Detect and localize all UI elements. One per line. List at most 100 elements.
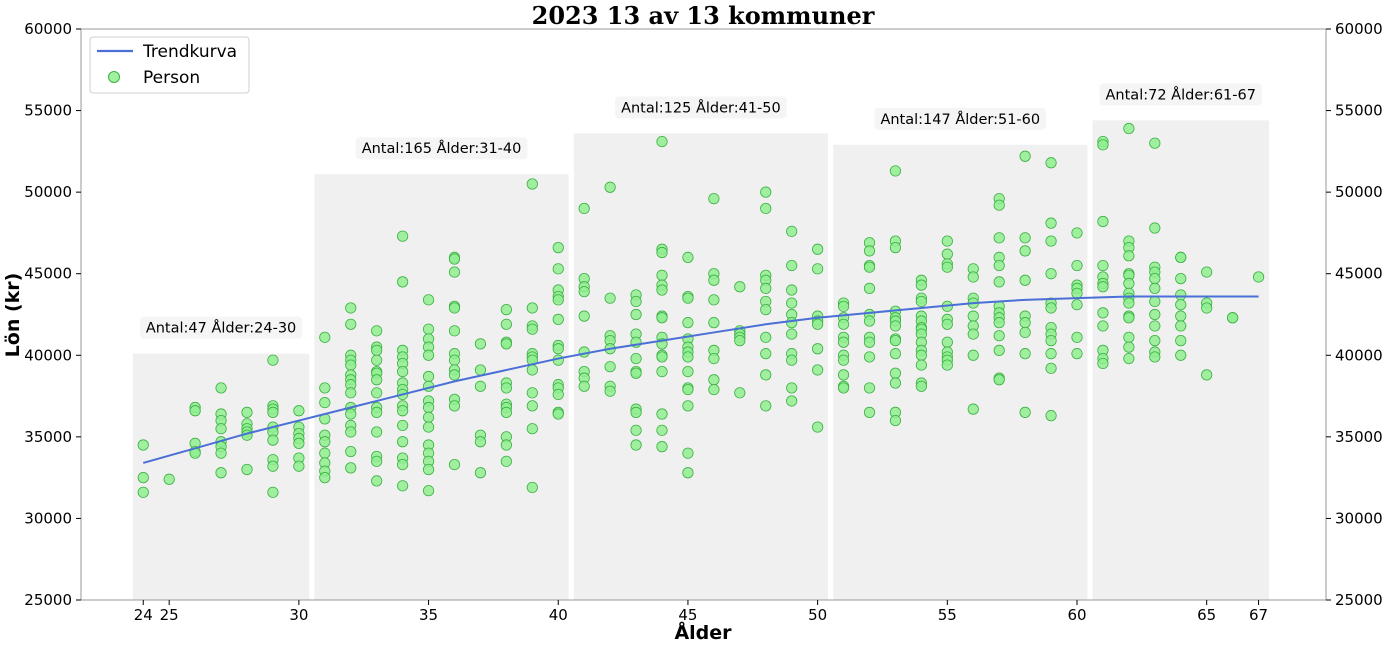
person-point xyxy=(915,279,927,291)
x-tick-label: 45 xyxy=(678,606,697,624)
band-label-4: Antal:147 Ålder:51-60 xyxy=(880,111,1040,128)
y-tick-label-right: 55000 xyxy=(1335,102,1383,120)
person-point xyxy=(1175,251,1187,263)
y-tick-label-right: 50000 xyxy=(1335,183,1383,201)
y-tick-label-right: 25000 xyxy=(1335,591,1383,609)
person-point xyxy=(500,406,512,418)
person-point xyxy=(863,382,876,394)
person-point xyxy=(708,274,720,286)
person-point xyxy=(630,352,642,365)
person-point xyxy=(345,408,357,420)
person-point xyxy=(371,374,383,386)
person-point xyxy=(319,396,331,409)
person-point xyxy=(656,284,668,296)
person-point xyxy=(500,455,512,467)
person-point xyxy=(319,436,331,448)
person-point xyxy=(397,436,409,448)
person-point xyxy=(863,282,876,294)
person-point xyxy=(812,263,824,275)
person-point xyxy=(397,230,409,242)
person-point xyxy=(1123,297,1135,309)
person-point xyxy=(863,406,876,418)
person-point xyxy=(889,377,902,389)
person-point xyxy=(1071,299,1083,311)
person-point xyxy=(630,424,642,436)
person-point xyxy=(1123,331,1135,343)
person-point xyxy=(1045,335,1057,347)
person-point xyxy=(1123,341,1135,353)
person-point xyxy=(552,263,564,275)
person-point xyxy=(1071,287,1083,299)
person-point xyxy=(371,455,383,467)
person-point xyxy=(1175,310,1187,322)
person-point xyxy=(422,349,435,361)
person-point xyxy=(1019,232,1031,244)
person-point xyxy=(397,276,409,288)
person-point xyxy=(812,421,824,433)
person-point xyxy=(1097,307,1109,319)
person-point xyxy=(604,361,616,373)
person-point xyxy=(1071,348,1083,360)
person-point xyxy=(1149,282,1161,294)
person-point xyxy=(786,395,798,407)
person-point xyxy=(941,336,953,348)
person-point xyxy=(267,434,279,446)
y-tick-label-left: 50000 xyxy=(24,183,72,201)
person-point xyxy=(682,365,694,378)
person-point xyxy=(967,328,979,340)
person-point xyxy=(319,331,331,343)
person-point xyxy=(837,369,850,381)
person-point xyxy=(656,441,668,453)
person-point xyxy=(760,348,772,360)
person-point xyxy=(422,323,435,335)
person-point xyxy=(630,308,642,321)
person-point xyxy=(1252,271,1265,283)
person-point xyxy=(1019,274,1031,286)
person-point xyxy=(1175,299,1187,311)
person-point xyxy=(993,330,1005,342)
person-point xyxy=(656,424,668,436)
person-point xyxy=(656,365,668,378)
person-point xyxy=(500,304,512,316)
x-tick-label: 55 xyxy=(938,606,957,624)
y-tick-label-right: 40000 xyxy=(1335,346,1383,364)
person-point xyxy=(241,406,253,418)
legend-trend-label: Trendkurva xyxy=(142,42,237,62)
person-point xyxy=(1097,281,1109,293)
band-label-box-3 xyxy=(615,96,787,119)
person-point xyxy=(1123,122,1135,135)
y-tick-label-left: 45000 xyxy=(24,265,72,283)
person-point xyxy=(1071,259,1083,272)
person-point xyxy=(578,202,590,215)
person-point xyxy=(630,439,642,451)
x-axis-title: Ålder xyxy=(674,620,732,644)
x-tick-label: 65 xyxy=(1197,606,1216,624)
y-tick-label-left: 25000 xyxy=(24,591,72,609)
person-point xyxy=(889,348,902,360)
person-point xyxy=(941,248,953,260)
person-point xyxy=(1175,273,1187,285)
person-point xyxy=(1019,348,1031,360)
person-point xyxy=(1045,362,1057,374)
person-point xyxy=(1175,349,1187,361)
person-point xyxy=(734,281,746,293)
person-point xyxy=(630,367,642,379)
person-point xyxy=(656,246,668,259)
person-point xyxy=(604,181,616,193)
person-point xyxy=(708,317,720,329)
person-point xyxy=(708,193,720,205)
person-point xyxy=(863,315,876,327)
person-point xyxy=(656,312,668,324)
person-point xyxy=(1019,406,1031,418)
person-point xyxy=(267,460,279,472)
person-point xyxy=(941,318,953,330)
person-point xyxy=(371,325,383,337)
chart-title: 2023 13 av 13 kommuner xyxy=(532,1,875,30)
person-point xyxy=(889,335,902,347)
person-point xyxy=(1175,335,1187,347)
person-point xyxy=(1045,348,1057,360)
person-point xyxy=(552,343,564,355)
person-point xyxy=(889,367,902,379)
person-point xyxy=(1071,227,1083,239)
person-point xyxy=(682,383,694,396)
